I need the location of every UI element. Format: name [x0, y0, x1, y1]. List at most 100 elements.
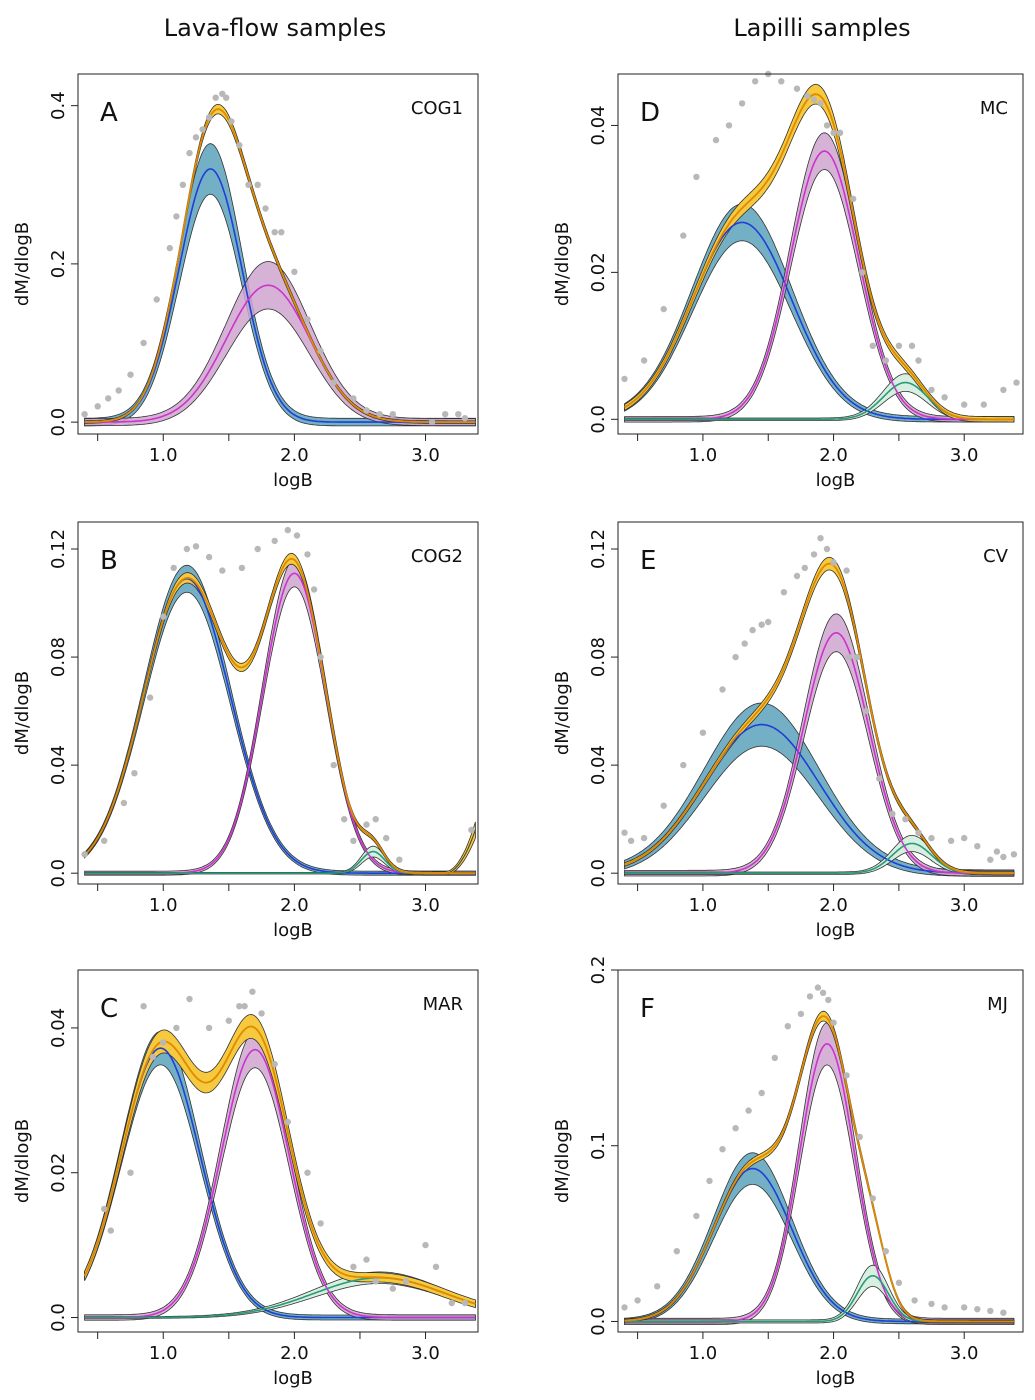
plot-area: [624, 556, 1015, 877]
component-2-band: [624, 613, 1015, 877]
data-point: [376, 411, 383, 418]
panel-letter: D: [640, 98, 660, 128]
data-point: [758, 621, 765, 628]
data-point: [1010, 851, 1018, 858]
data-point: [245, 181, 252, 188]
y-tick-label: 0.1: [588, 1131, 609, 1160]
data-point: [254, 545, 261, 553]
data-point: [621, 1304, 628, 1311]
plot-area: [83, 552, 476, 876]
plot-frame: [617, 521, 1024, 885]
data-point: [819, 989, 827, 996]
y-tick-label: 0.0: [48, 859, 69, 888]
x-axis-label: logB: [816, 470, 856, 491]
data-point: [752, 78, 759, 85]
data-point: [738, 100, 746, 107]
data-point: [778, 78, 785, 85]
data-point: [1000, 1309, 1007, 1316]
y-tick-label: 0.4: [48, 91, 69, 120]
y-tick-label: 0.0: [588, 859, 609, 888]
data-point: [199, 126, 206, 133]
y-tick-label: 0.02: [588, 252, 609, 292]
data-point: [238, 564, 246, 572]
data-point: [160, 613, 167, 620]
data-point: [621, 829, 628, 836]
x-tick-label: 2.0: [819, 445, 848, 466]
data-point: [271, 1060, 278, 1068]
data-point: [889, 810, 896, 817]
data-point: [797, 1010, 805, 1018]
panels: 1.0 2.0 3.0 0.0 0.2 0.4 logB dM/dlogB A COG1 1.0 2.…: [12, 70, 1024, 1389]
data-point: [192, 134, 200, 141]
data-point: [81, 411, 88, 418]
data-point: [442, 411, 449, 418]
x-tick-label: 2.0: [819, 1343, 848, 1364]
y-tick-label: 0.2: [48, 250, 69, 279]
data-point: [101, 1205, 108, 1213]
x-tick-label: 3.0: [411, 1343, 440, 1364]
x-tick-label: 3.0: [950, 445, 979, 466]
data-point: [928, 386, 935, 394]
component-1-line: [84, 578, 476, 874]
data-point: [372, 1278, 379, 1285]
data-point: [673, 1248, 680, 1255]
total-fit-line: [624, 93, 1014, 421]
data-point: [810, 96, 818, 103]
data-point: [895, 1279, 903, 1287]
data-point: [908, 342, 916, 349]
data-point: [915, 357, 922, 364]
data-point: [627, 837, 635, 844]
panel-d: 1.0 2.0 3.0 0.0 0.02 0.04 logB dM/dlogB D MC: [552, 70, 1024, 491]
data-point: [330, 761, 337, 769]
data-point: [127, 371, 134, 378]
data-point: [350, 395, 357, 402]
data-point: [140, 339, 147, 347]
x-tick-label: 2.0: [280, 895, 309, 916]
data-point: [341, 816, 348, 823]
component-3-band: [84, 845, 476, 875]
data-point: [706, 1177, 713, 1185]
data-point: [372, 816, 379, 823]
data-point: [882, 357, 889, 364]
x-tick-label: 1.0: [149, 895, 178, 916]
total-fit-band: [84, 104, 476, 424]
data-point: [817, 535, 824, 542]
data-point: [205, 553, 213, 561]
data-point: [856, 1133, 863, 1141]
data-point: [170, 564, 177, 572]
data-point: [680, 761, 687, 769]
y-tick-label: 0.12: [588, 529, 609, 569]
data-point: [814, 984, 822, 991]
data-point: [869, 1195, 876, 1202]
y-axis-label: dM/dlogB: [12, 671, 33, 755]
data-point: [293, 532, 301, 539]
data-point: [830, 129, 837, 136]
data-point: [882, 1248, 889, 1255]
panel-e: 1.0 2.0 3.0 0.0 0.04 0.08 0.12 logB dM/dlogB E CV: [552, 521, 1024, 941]
panel-letter: B: [100, 546, 118, 576]
plot-frame: [77, 969, 479, 1333]
x-tick-label: 3.0: [950, 1343, 979, 1364]
x-axis-label: logB: [816, 1368, 856, 1389]
data-point: [389, 411, 396, 418]
data-point: [317, 347, 324, 355]
data-point: [941, 1304, 948, 1311]
data-point: [223, 94, 230, 101]
data-point: [173, 213, 180, 220]
x-axis-label: logB: [273, 1368, 313, 1389]
data-point: [271, 537, 278, 545]
sample-name: COG1: [411, 98, 463, 119]
panel-letter: F: [640, 994, 655, 1024]
data-point: [219, 90, 226, 98]
data-point: [432, 1263, 440, 1271]
plot-area: [624, 83, 1015, 423]
data-point: [928, 1300, 935, 1308]
data-point: [304, 1169, 311, 1176]
data-point: [228, 118, 235, 125]
data-point: [183, 545, 191, 553]
data-point: [1013, 379, 1020, 386]
data-point: [363, 821, 370, 828]
x-axis-label: logB: [816, 920, 856, 941]
y-tick-label: 0.04: [48, 1008, 69, 1048]
data-point: [94, 403, 101, 410]
